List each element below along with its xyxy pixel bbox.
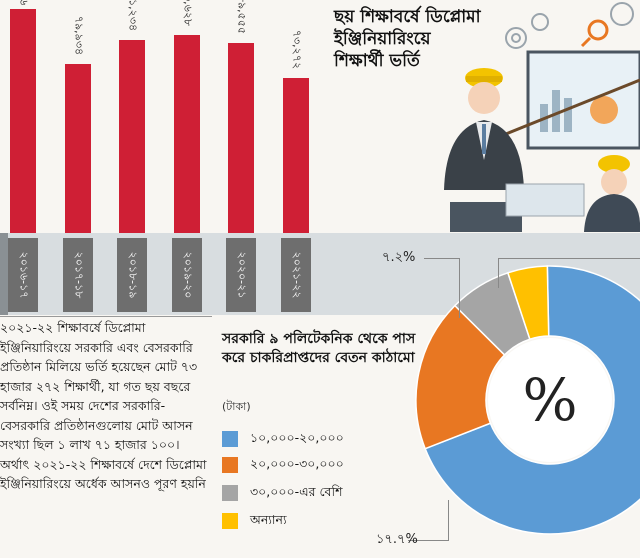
chart-title: ছয় শিক্ষাবর্ষে ডিপ্লোমা ইঞ্জিনিয়ারিংয়… [334, 7, 481, 71]
year-label-box: ২০১৮-১৯ [117, 238, 147, 312]
bar-value-label: ৭৯,৯৩৪ [72, 15, 86, 56]
leader-line [448, 500, 449, 541]
legend-label: ৩০,০০০-এর বেশি [250, 484, 343, 499]
legend-label: ১০,০০০-২০,০০০ [250, 430, 344, 445]
divider [0, 316, 212, 317]
year-label-box: ২০১৬-১৭ [8, 238, 38, 312]
legend-swatch [222, 485, 238, 501]
legend-label: ২০,০০০-৩০,০০০ [250, 456, 344, 471]
legend-label: অন্যান্য [250, 512, 287, 527]
leader-line [498, 258, 499, 288]
leader-line [459, 258, 460, 318]
year-label-box: ২০১৯-২০ [172, 238, 202, 312]
pie-slice [424, 265, 640, 535]
year-label-box: ২০২১-২২ [281, 238, 311, 312]
year-label: ২০২১-২২ [290, 251, 304, 299]
leader-line [408, 540, 448, 541]
leader-line [498, 258, 640, 259]
magnifier-icon [580, 19, 609, 48]
bar-value-label: ৭৩,২৭২ [290, 29, 304, 70]
pie-unit: (টাকা) [222, 400, 251, 413]
bar [119, 40, 145, 233]
presentation-screen [526, 50, 640, 150]
bar [65, 64, 91, 233]
pie-slice [415, 304, 506, 450]
year-label: ২০২০-২১ [235, 251, 249, 299]
year-label: ২০১৬-১৭ [17, 251, 31, 299]
year-label-box: ২০১৭-১৮ [63, 238, 93, 312]
bar-value-label: ৮৯,৫৫৫ [235, 0, 249, 35]
band-edge [0, 233, 8, 315]
bar-value-label: ১,০৫,৭৭৬ [14, 0, 33, 12]
pie-value-label: ১৭.৭% [376, 532, 418, 547]
bar [10, 9, 36, 233]
pie-value-label: ৭.২% [382, 250, 416, 265]
salary-donut-chart: % [415, 265, 640, 535]
bar [283, 78, 309, 233]
pie-slice [506, 265, 550, 341]
gear-icon [505, 2, 634, 49]
worker-icon [584, 155, 640, 232]
leader-line [424, 258, 460, 259]
bar-value-label: ৯১,২৩৪ [126, 0, 140, 32]
engineer-icon [444, 68, 524, 190]
legend-swatch [222, 431, 238, 447]
pie-title: সরকারি ৯ পলিটেকনিক থেকে পাস করে চাকরিপ্র… [222, 331, 416, 366]
bar [174, 35, 200, 233]
bar [228, 43, 254, 233]
year-label: ২০১৮-১৯ [126, 251, 140, 299]
donut-center-label: % [522, 366, 577, 434]
year-label: ২০১৯-২০ [181, 251, 195, 299]
year-label: ২০১৭-১৮ [72, 251, 86, 299]
legend-swatch [222, 513, 238, 529]
year-label-box: ২০২০-২১ [226, 238, 256, 312]
donut-hole [488, 338, 612, 462]
engineers-illustration [444, 2, 640, 232]
legend-swatch [222, 457, 238, 473]
blueprints [505, 183, 585, 217]
bar-value-label: ৯৩,৬২৮ [181, 0, 195, 27]
summary-paragraph: ২০২১-২২ শিক্ষাবর্ষে ডিপ্লোমা ইঞ্জিনিয়ার… [0, 320, 207, 491]
